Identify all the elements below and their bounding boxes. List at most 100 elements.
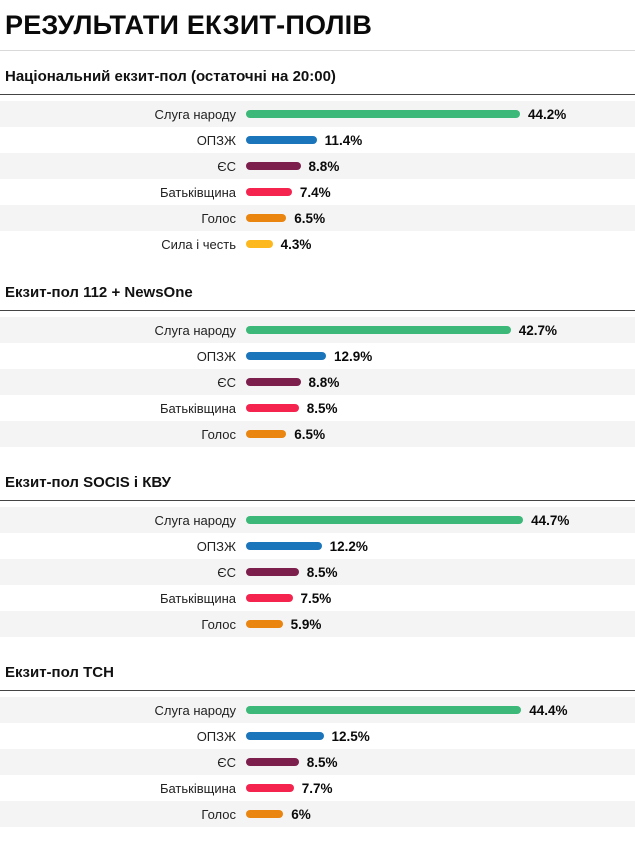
exit-poll-section: Екзит-пол ТСН Слуга народу 44.4% ОПЗЖ 12.5% Є…: [0, 647, 635, 827]
title-divider: [0, 50, 635, 51]
exit-poll-section: Екзит-пол SOCIS і КВУ Слуга народу 44.7% ОП…: [0, 457, 635, 637]
poll-row: ОПЗЖ 12.9%: [0, 343, 635, 369]
party-label: Батьківщина: [159, 400, 236, 416]
result-value: 8.8%: [308, 158, 340, 174]
result-bar: [246, 784, 294, 792]
poll-row: Слуга народу 44.4%: [0, 697, 635, 723]
party-label: Слуга народу: [154, 322, 236, 338]
result-bar: [246, 136, 317, 144]
result-value: 44.2%: [528, 106, 567, 122]
party-label: Батьківщина: [159, 780, 236, 796]
poll-row: Батьківщина 8.5%: [0, 395, 635, 421]
result-bar: [246, 188, 292, 196]
result-value: 8.5%: [306, 400, 338, 416]
result-bar: [246, 430, 287, 438]
result-bar: [246, 594, 293, 602]
result-value: 12.2%: [329, 538, 368, 554]
party-label: ЄС: [217, 564, 236, 580]
poll-row: Слуга народу 42.7%: [0, 317, 635, 343]
section-title: Екзит-пол 112 + NewsOne: [5, 284, 193, 301]
result-bar: [246, 810, 284, 818]
poll-row: Голос 6.5%: [0, 421, 635, 447]
result-bar: [246, 516, 524, 524]
result-value: 6.5%: [294, 426, 326, 442]
result-bar: [246, 620, 283, 628]
result-bar: [246, 706, 522, 714]
result-value: 8.5%: [306, 754, 338, 770]
bar-rows: Слуга народу 44.2% ОПЗЖ 11.4% ЄС 8.8% Батьківщ…: [0, 101, 635, 257]
result-bar: [246, 326, 511, 334]
party-label: Голос: [201, 210, 236, 226]
party-label: ЄС: [217, 374, 236, 390]
poll-row: ЄС 8.8%: [0, 369, 635, 395]
party-label: Батьківщина: [159, 590, 236, 606]
party-label: ОПЗЖ: [196, 132, 236, 148]
poll-row: ЄС 8.5%: [0, 559, 635, 585]
result-value: 7.5%: [300, 590, 332, 606]
party-label: Слуга народу: [154, 702, 236, 718]
poll-row: Голос 5.9%: [0, 611, 635, 637]
poll-row: ЄС 8.8%: [0, 153, 635, 179]
poll-row: Голос 6%: [0, 801, 635, 827]
party-label: ОПЗЖ: [196, 538, 236, 554]
result-bar: [246, 732, 324, 740]
result-bar: [246, 240, 273, 248]
poll-row: Слуга народу 44.2%: [0, 101, 635, 127]
result-bar: [246, 568, 299, 576]
poll-row: Голос 6.5%: [0, 205, 635, 231]
result-bar: [246, 404, 299, 412]
result-value: 6.5%: [294, 210, 326, 226]
party-label: ЄС: [217, 158, 236, 174]
result-value: 8.5%: [306, 564, 338, 580]
section-divider: [0, 500, 635, 501]
section-divider: [0, 94, 635, 95]
bar-rows: Слуга народу 44.7% ОПЗЖ 12.2% ЄС 8.5% Батьківщ…: [0, 507, 635, 637]
poll-row: ОПЗЖ 11.4%: [0, 127, 635, 153]
result-value: 42.7%: [518, 322, 558, 338]
result-bar: [246, 110, 521, 118]
section-title: Національний екзит-пол (остаточні на 20:…: [5, 68, 336, 85]
section-title: Екзит-пол ТСН: [5, 664, 114, 681]
result-value: 11.4%: [324, 132, 363, 148]
party-label: Слуга народу: [154, 512, 236, 528]
poll-row: ЄС 8.5%: [0, 749, 635, 775]
bar-rows: Слуга народу 42.7% ОПЗЖ 12.9% ЄС 8.8% Батьківщ…: [0, 317, 635, 447]
result-bar: [246, 162, 301, 170]
party-label: Слуга народу: [154, 106, 236, 122]
section-divider: [0, 310, 635, 311]
poll-row: ОПЗЖ 12.2%: [0, 533, 635, 559]
poll-row: Слуга народу 44.7%: [0, 507, 635, 533]
exit-poll-section: Екзит-пол 112 + NewsOne Слуга народу 42.7%…: [0, 267, 635, 447]
result-value: 8.8%: [308, 374, 340, 390]
poll-row: ОПЗЖ 12.5%: [0, 723, 635, 749]
party-label: Голос: [201, 426, 236, 442]
result-bar: [246, 214, 287, 222]
section-title: Екзит-пол SOCIS і КВУ: [5, 474, 172, 491]
result-value: 44.7%: [531, 512, 570, 528]
result-value: 5.9%: [290, 616, 322, 632]
result-value: 12.5%: [331, 728, 370, 744]
charts-container: Національний екзит-пол (остаточні на 20:…: [0, 51, 635, 827]
result-value: 7.7%: [301, 780, 333, 796]
poll-row: Батьківщина 7.5%: [0, 585, 635, 611]
party-label: ЄС: [217, 754, 236, 770]
bar-rows: Слуга народу 44.4% ОПЗЖ 12.5% ЄС 8.5% Батьківщ…: [0, 697, 635, 827]
section-divider: [0, 690, 635, 691]
party-label: ОПЗЖ: [196, 728, 236, 744]
party-label: ОПЗЖ: [196, 348, 236, 364]
result-value: 4.3%: [280, 236, 312, 252]
result-bar: [246, 542, 322, 550]
party-label: Сила і честь: [161, 236, 236, 252]
result-bar: [246, 378, 301, 386]
poll-row: Батьківщина 7.7%: [0, 775, 635, 801]
party-label: Батьківщина: [159, 184, 236, 200]
poll-row: Батьківщина 7.4%: [0, 179, 635, 205]
result-bar: [246, 758, 299, 766]
result-bar: [246, 352, 326, 360]
exit-poll-section: Національний екзит-пол (остаточні на 20:…: [0, 51, 635, 257]
result-value: 12.9%: [333, 348, 373, 364]
party-label: Голос: [201, 806, 236, 822]
result-value: 44.4%: [529, 702, 568, 718]
poll-row: Сила і честь 4.3%: [0, 231, 635, 257]
